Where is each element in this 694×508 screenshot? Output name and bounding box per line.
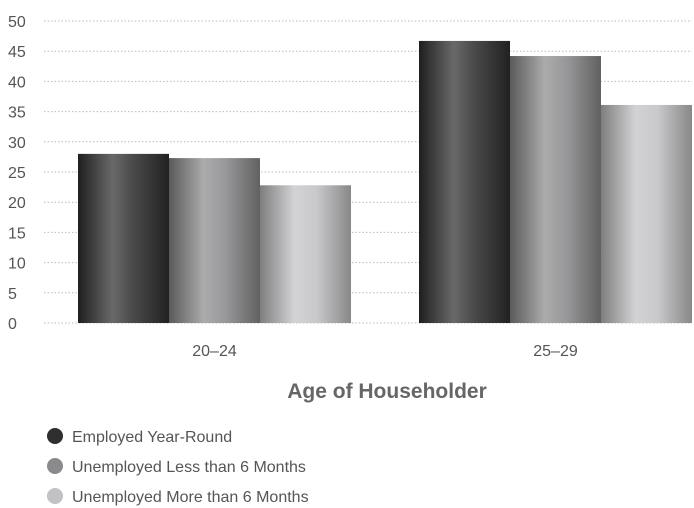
x-category-label: 20–24 <box>192 343 237 360</box>
y-axis-ticks: 0 5 10 15 20 25 30 35 40 45 50 <box>8 14 26 333</box>
y-tick-label: 10 <box>8 256 26 273</box>
bar-1-2 <box>601 104 692 324</box>
bar-0-1 <box>169 158 260 323</box>
y-tick-label: 45 <box>8 44 26 61</box>
legend-label: Unemployed Less than 6 Months <box>72 459 306 476</box>
y-tick-label: 25 <box>8 165 26 182</box>
legend-label: Unemployed More than 6 Months <box>72 489 309 506</box>
bar-0-0 <box>78 153 169 323</box>
y-tick-label: 30 <box>8 135 26 152</box>
legend-swatch <box>47 458 63 474</box>
x-axis-categories: 20–24 25–29 <box>192 343 578 360</box>
legend-swatch <box>47 488 63 504</box>
legend-label: Employed Year-Round <box>72 429 232 446</box>
y-tick-label: 40 <box>8 74 26 91</box>
y-tick-label: 0 <box>8 316 17 333</box>
x-axis-label: Age of Householder <box>287 380 487 403</box>
y-tick-label: 5 <box>8 286 17 303</box>
y-tick-label: 20 <box>8 195 26 212</box>
bars <box>78 40 692 324</box>
bar-1-1 <box>510 56 601 323</box>
bar-0-2 <box>260 185 351 323</box>
bar-1-0 <box>419 40 510 323</box>
legend-swatch <box>47 428 63 444</box>
y-tick-label: 35 <box>8 105 26 122</box>
x-category-label: 25–29 <box>533 343 578 360</box>
y-tick-label: 15 <box>8 225 26 242</box>
legend: Employed Year-Round Unemployed Less than … <box>47 428 309 506</box>
y-tick-label: 50 <box>8 14 26 31</box>
